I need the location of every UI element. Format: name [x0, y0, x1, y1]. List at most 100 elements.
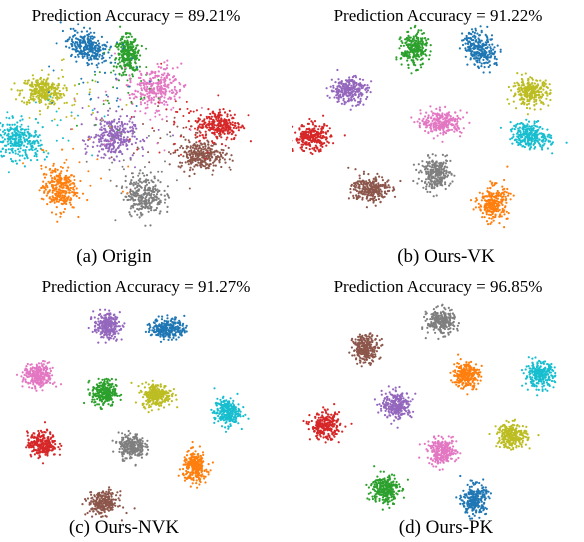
- data-point: [218, 158, 222, 161]
- data-point: [221, 151, 224, 154]
- data-point: [204, 145, 207, 148]
- data-point: [126, 62, 129, 65]
- data-point: [68, 36, 71, 39]
- data-point: [16, 89, 19, 92]
- data-point: [101, 44, 104, 47]
- data-point: [442, 124, 445, 127]
- data-point: [518, 122, 522, 125]
- data-point: [138, 216, 141, 219]
- data-point: [434, 154, 437, 157]
- data-point: [516, 135, 519, 138]
- cluster-3: [506, 72, 552, 116]
- data-point: [526, 123, 529, 126]
- data-point: [128, 120, 131, 123]
- data-point: [31, 142, 34, 145]
- data-point: [120, 67, 124, 70]
- data-point: [176, 125, 179, 128]
- data-point: [146, 92, 149, 95]
- data-point: [188, 111, 191, 115]
- data-point: [96, 111, 99, 114]
- data-point: [519, 139, 522, 142]
- data-point: [158, 202, 161, 206]
- data-point: [405, 41, 408, 44]
- data-point: [536, 140, 539, 143]
- data-point: [140, 181, 143, 184]
- data-point: [89, 42, 93, 45]
- data-point: [175, 179, 178, 182]
- data-point: [157, 197, 160, 200]
- data-point: [515, 140, 518, 144]
- data-point: [138, 82, 142, 85]
- data-point: [141, 197, 144, 200]
- data-point: [28, 134, 31, 137]
- data-point: [107, 114, 109, 117]
- data-point: [138, 65, 141, 68]
- data-point: [150, 206, 153, 209]
- data-point: [424, 129, 427, 133]
- data-point: [68, 180, 71, 183]
- data-point: [134, 198, 137, 202]
- data-point: [163, 72, 166, 75]
- data-point: [86, 81, 89, 84]
- data-point: [182, 136, 185, 138]
- data-point: [305, 128, 308, 131]
- data-point: [212, 161, 215, 164]
- data-point: [110, 148, 113, 151]
- data-point: [157, 78, 160, 81]
- data-point: [73, 29, 76, 32]
- data-point: [37, 90, 40, 93]
- data-point: [148, 87, 151, 90]
- data-point: [45, 149, 48, 152]
- data-point: [31, 84, 34, 87]
- data-point: [159, 210, 162, 213]
- data-point: [525, 118, 528, 121]
- data-point: [300, 148, 303, 151]
- data-point: [164, 160, 166, 163]
- data-point: [523, 98, 526, 101]
- data-point: [16, 144, 19, 147]
- data-point: [82, 81, 85, 84]
- data-point: [308, 138, 311, 141]
- data-point: [6, 111, 9, 114]
- data-point: [108, 132, 111, 135]
- data-point: [89, 88, 91, 91]
- data-point: [534, 91, 537, 94]
- data-point: [10, 148, 13, 151]
- data-point: [398, 47, 401, 50]
- data-point: [115, 185, 118, 188]
- data-point: [139, 110, 142, 113]
- data-point: [221, 156, 224, 159]
- data-point: [131, 172, 134, 175]
- data-point: [355, 104, 358, 107]
- data-point: [412, 52, 415, 55]
- data-point: [522, 130, 525, 133]
- data-point: [417, 40, 420, 43]
- data-point: [56, 96, 60, 99]
- data-point: [64, 40, 67, 43]
- data-point: [119, 98, 122, 101]
- data-point: [109, 107, 111, 110]
- data-point: [29, 96, 32, 99]
- data-point: [129, 46, 132, 49]
- data-point: [154, 71, 157, 75]
- data-point: [141, 138, 145, 141]
- data-point: [205, 163, 208, 166]
- data-point: [543, 137, 546, 140]
- data-point: [129, 188, 132, 191]
- data-point: [132, 192, 135, 195]
- data-point: [145, 66, 148, 69]
- data-point: [399, 57, 402, 60]
- data-point: [108, 120, 111, 123]
- data-point: [52, 164, 55, 167]
- data-point: [30, 81, 34, 84]
- data-point: [111, 129, 114, 132]
- data-point: [33, 141, 36, 144]
- data-point: [357, 93, 361, 96]
- data-point: [134, 51, 137, 54]
- data-point: [20, 143, 23, 146]
- data-point: [52, 162, 55, 165]
- data-point: [201, 120, 204, 123]
- data-point: [406, 57, 410, 60]
- data-point: [154, 112, 157, 114]
- data-point: [172, 123, 175, 126]
